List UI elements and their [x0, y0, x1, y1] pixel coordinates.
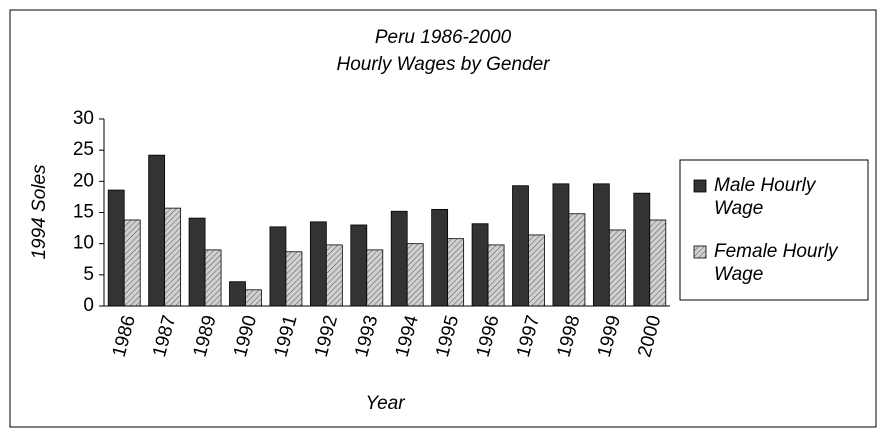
y-tick-label: 10: [73, 233, 94, 254]
bar: [350, 224, 368, 307]
y-axis-label: 1994 Soles: [29, 164, 50, 260]
bar: [229, 281, 246, 307]
legend-label: Male Hourly Wage: [714, 175, 821, 219]
bar: [390, 210, 408, 307]
bar: [366, 249, 384, 307]
bar: [245, 289, 262, 307]
bar: [447, 238, 465, 307]
y-tick-label: 0: [83, 295, 94, 316]
legend-swatch: [693, 179, 707, 193]
bar: [512, 185, 529, 307]
bar: [107, 189, 125, 307]
y-tick-label: 25: [73, 139, 94, 160]
bar: [406, 243, 424, 307]
bar: [123, 219, 141, 307]
bar: [285, 251, 303, 307]
chart-subtitle: Hourly Wages by Gender: [337, 54, 551, 75]
bar: [325, 244, 343, 307]
bar: [633, 192, 651, 307]
bar: [568, 213, 586, 307]
bar: [204, 249, 222, 307]
bar: [608, 229, 626, 307]
bar: [528, 234, 545, 307]
legend-swatch: [693, 245, 707, 259]
bar: [552, 183, 570, 307]
bar: [592, 183, 610, 307]
bar: [309, 221, 327, 307]
legend-box: [679, 159, 869, 301]
bar: [487, 244, 505, 307]
bar: [431, 208, 449, 307]
y-tick-label: 20: [73, 170, 94, 191]
legend-label: Female Hourly Wage: [714, 241, 843, 285]
bar: [269, 226, 287, 307]
bar: [188, 217, 206, 307]
bar: [649, 219, 667, 307]
bar: [148, 154, 166, 307]
y-tick-label: 30: [73, 108, 94, 129]
x-axis-label: Year: [365, 393, 405, 414]
y-tick-label: 15: [73, 202, 94, 223]
chart-title: Peru 1986-2000: [375, 27, 512, 48]
y-tick-label: 5: [83, 264, 94, 285]
bar: [164, 207, 182, 307]
bar: [471, 223, 489, 307]
